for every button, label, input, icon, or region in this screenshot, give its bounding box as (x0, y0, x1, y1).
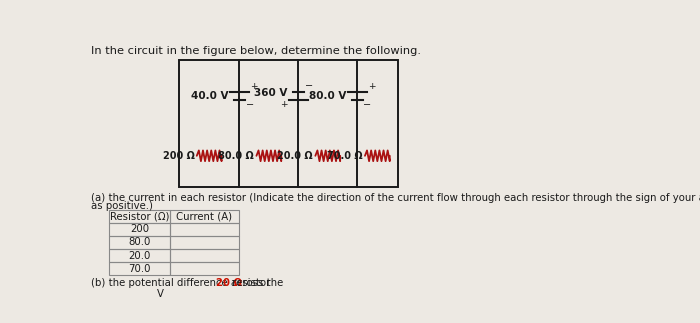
Text: as positive.): as positive.) (90, 201, 153, 211)
Text: 70.0 Ω: 70.0 Ω (327, 151, 363, 161)
Bar (109, 249, 169, 262)
Bar (109, 210, 169, 223)
Text: 360 V: 360 V (254, 89, 288, 99)
Text: +: + (251, 82, 258, 91)
Text: 80.0 Ω: 80.0 Ω (218, 151, 254, 161)
Text: 80.0 V: 80.0 V (309, 91, 346, 101)
Bar (179, 59, 398, 187)
Bar (109, 288, 155, 299)
Text: In the circuit in the figure below, determine the following.: In the circuit in the figure below, dete… (90, 47, 421, 57)
Text: (b) the potential difference across the: (b) the potential difference across the (90, 278, 286, 288)
Bar (169, 223, 239, 236)
Bar (109, 262, 169, 275)
Text: 70.0: 70.0 (128, 264, 150, 274)
Text: 200: 200 (130, 224, 149, 234)
Bar (109, 236, 169, 249)
Text: 200 Ω: 200 Ω (162, 151, 195, 161)
Text: −: − (246, 100, 253, 110)
Bar (169, 236, 239, 249)
Text: Current (A): Current (A) (176, 211, 232, 221)
Text: +: + (280, 100, 288, 109)
Text: V: V (158, 289, 164, 299)
Text: resistor: resistor (230, 278, 271, 288)
Text: Resistor (Ω): Resistor (Ω) (110, 211, 169, 221)
Bar (169, 249, 239, 262)
Text: 80.0: 80.0 (128, 237, 150, 247)
Text: 20 Ω: 20 Ω (216, 278, 242, 288)
Bar (109, 223, 169, 236)
Text: −: − (363, 100, 372, 110)
Bar (169, 210, 239, 223)
Text: 20.0 Ω: 20.0 Ω (277, 151, 313, 161)
Text: 20.0: 20.0 (128, 251, 150, 261)
Bar (169, 262, 239, 275)
Text: +: + (368, 82, 375, 91)
Text: (a) the current in each resistor (Indicate the direction of the current flow thr: (a) the current in each resistor (Indica… (90, 193, 700, 203)
Text: 40.0 V: 40.0 V (191, 91, 228, 101)
Text: −: − (304, 81, 313, 91)
